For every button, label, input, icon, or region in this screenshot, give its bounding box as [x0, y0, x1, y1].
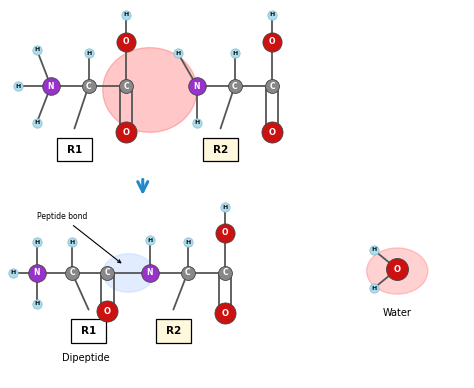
Text: O: O [222, 309, 229, 318]
Text: H: H [185, 240, 190, 245]
Point [85, 83, 92, 89]
Text: O: O [269, 37, 275, 46]
Text: R1: R1 [67, 145, 82, 155]
Ellipse shape [103, 48, 197, 132]
Text: H: H [371, 286, 376, 291]
Text: R1: R1 [81, 326, 96, 336]
Text: O: O [104, 307, 111, 316]
Point [193, 83, 201, 89]
Text: H: H [15, 84, 20, 88]
Text: C: C [86, 81, 91, 91]
Point [14, 83, 22, 89]
Point [33, 239, 40, 245]
Point [122, 83, 130, 89]
Text: N: N [47, 81, 54, 91]
Point [269, 129, 276, 135]
Text: H: H [175, 51, 181, 56]
Point [174, 50, 182, 57]
Point [393, 266, 401, 272]
Text: R2: R2 [213, 145, 228, 155]
FancyBboxPatch shape [156, 319, 191, 343]
Text: H: H [10, 270, 16, 275]
Text: O: O [394, 265, 401, 274]
Text: H: H [223, 205, 228, 210]
Text: H: H [70, 240, 75, 245]
Point [221, 229, 229, 236]
Point [33, 47, 40, 53]
Point [9, 270, 17, 276]
Point [85, 50, 92, 57]
Point [122, 129, 130, 135]
Point [193, 120, 201, 126]
Point [146, 237, 154, 243]
Text: N: N [34, 268, 40, 277]
Point [33, 301, 40, 307]
Point [269, 39, 276, 45]
Point [221, 270, 229, 276]
Point [231, 50, 238, 57]
Text: O: O [222, 228, 228, 237]
Text: O: O [123, 128, 130, 137]
Point [221, 310, 229, 317]
Point [122, 12, 130, 18]
Text: C: C [185, 268, 191, 277]
Point [33, 270, 40, 276]
Text: H: H [34, 240, 39, 245]
Text: H: H [34, 47, 39, 52]
Point [122, 39, 130, 45]
Text: Dipeptide: Dipeptide [63, 353, 110, 363]
FancyBboxPatch shape [203, 138, 238, 161]
Text: H: H [124, 12, 129, 17]
Point [184, 239, 191, 245]
Text: H: H [34, 301, 39, 306]
Point [33, 120, 40, 126]
Text: H: H [147, 238, 153, 243]
Point [221, 204, 229, 211]
Point [68, 270, 76, 276]
Text: N: N [146, 268, 153, 277]
Text: Water: Water [383, 308, 411, 319]
Text: O: O [269, 128, 276, 137]
Point [104, 308, 111, 315]
Point [370, 247, 377, 253]
Text: N: N [194, 81, 200, 91]
FancyBboxPatch shape [71, 319, 106, 343]
Text: C: C [69, 268, 75, 277]
Point [231, 83, 238, 89]
Text: C: C [232, 81, 237, 91]
Point [104, 270, 111, 276]
Ellipse shape [103, 254, 155, 292]
Text: C: C [105, 268, 110, 277]
Text: H: H [371, 248, 376, 252]
Text: Peptide bond: Peptide bond [36, 212, 121, 263]
FancyBboxPatch shape [57, 138, 92, 161]
Text: H: H [34, 120, 39, 125]
Text: C: C [222, 268, 228, 277]
Text: H: H [194, 120, 200, 125]
Point [47, 83, 55, 89]
Text: C: C [123, 81, 129, 91]
Text: O: O [123, 37, 129, 46]
Point [146, 270, 154, 276]
Ellipse shape [366, 248, 428, 294]
Text: R2: R2 [166, 326, 181, 336]
Point [269, 83, 276, 89]
Text: H: H [86, 51, 91, 56]
Text: C: C [270, 81, 275, 91]
Point [184, 270, 191, 276]
Text: H: H [270, 12, 275, 17]
Point [370, 285, 377, 291]
Text: H: H [232, 51, 237, 56]
Point [269, 12, 276, 18]
Point [68, 239, 76, 245]
